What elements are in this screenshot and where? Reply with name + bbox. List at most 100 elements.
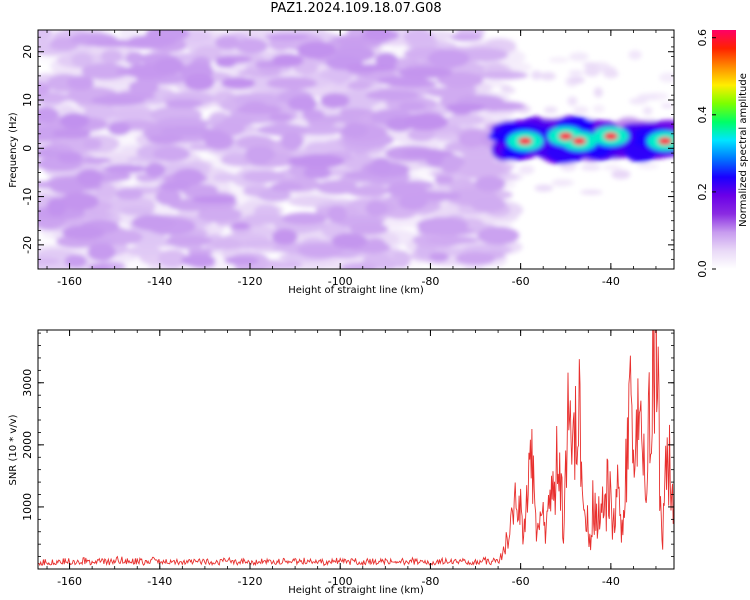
colorbar-tick-label: 0.6: [696, 29, 709, 47]
colorbar-tick-label: 0.0: [696, 260, 709, 278]
spectrogram-cell: [85, 39, 137, 48]
spectrogram-cell: [365, 89, 419, 101]
spectrogram-cell: [346, 80, 371, 91]
snr-x-tick-label: -60: [512, 575, 530, 588]
spectrogram-cell: [127, 34, 177, 48]
spectrogram-cell: [154, 57, 185, 75]
spectrogram-cell: [145, 162, 166, 178]
spectrogram-cell: [38, 257, 60, 265]
colorbar-label: Normalized spectral amplitude: [738, 73, 749, 227]
spectrogram-cell: [83, 137, 102, 151]
spectrogram-cell: [642, 107, 653, 115]
spectrogram-x-tick-label: -100: [328, 275, 353, 288]
snr-x-tick-label: -80: [421, 575, 439, 588]
spectrogram-cell: [67, 75, 95, 91]
spectrogram-cell: [166, 235, 213, 246]
spectrogram-cells: [38, 30, 674, 269]
spectrogram-cell: [296, 41, 337, 60]
spectrogram-cell: [582, 62, 600, 68]
spectrogram-cell: [401, 149, 453, 158]
spectrogram-y-tick-label: 0: [21, 145, 34, 152]
spectrogram-cell: [376, 220, 413, 228]
spectrogram-cell: [270, 182, 303, 192]
spectrogram-cell: [287, 95, 318, 112]
spectrogram-cell: [271, 261, 303, 269]
spectrogram-cell: [427, 49, 470, 68]
spectrogram-cell: [280, 132, 304, 151]
spectrogram-cell: [59, 113, 90, 129]
spectrogram-cell: [52, 128, 91, 139]
spectrogram-cell: [113, 172, 132, 181]
spectrogram-cell: [242, 213, 289, 225]
spectrogram-cell: [518, 165, 535, 175]
colorbar-ticks: 0.0 0.2 0.4 0.6: [696, 29, 716, 278]
spectrogram-cell: [38, 106, 59, 123]
spectrogram-cell: [38, 30, 53, 42]
spectrogram-cell: [342, 122, 368, 138]
spectrogram-cell: [407, 127, 436, 142]
spectrogram-cell: [540, 71, 556, 81]
spectrogram-cell: [38, 82, 51, 95]
spectrogram-x-tick-label: -120: [238, 275, 263, 288]
snr-x-tick-label: -100: [328, 575, 353, 588]
spectrogram-cell: [266, 76, 318, 90]
spectrogram-cell: [398, 194, 428, 210]
spectrogram-cell: [159, 181, 191, 191]
spectrogram-cell: [231, 222, 250, 230]
spectrogram-x-tick-label: -160: [57, 275, 82, 288]
spectrogram-cell: [213, 172, 238, 183]
snr-y-tick-label: 1000: [21, 493, 34, 521]
spectrogram-cell: [637, 163, 659, 170]
spectrogram-cell: [101, 151, 146, 158]
spectrogram-cell: [215, 35, 240, 50]
spectrogram-x-axis-label: Height of straight line (km): [288, 285, 424, 296]
spectrogram-cell: [201, 129, 228, 144]
spectrogram-cell: [398, 101, 427, 112]
spectrogram-cell: [558, 132, 573, 141]
spectrogram-cell: [629, 97, 648, 105]
spectrogram-cell: [239, 239, 283, 248]
spectrogram-cell: [403, 113, 449, 131]
spectrogram-cell: [76, 169, 103, 187]
spectrogram-cell: [235, 135, 275, 150]
snr-x-tick-label: -140: [147, 575, 172, 588]
spectrogram-cell: [603, 69, 619, 79]
spectrogram-cell: [551, 179, 572, 187]
spectrogram-cell: [500, 84, 512, 93]
spectrogram-cell: [331, 233, 368, 249]
spectrogram-cell: [184, 73, 215, 91]
spectrogram-cell: [375, 52, 398, 68]
spectrogram-cell: [236, 104, 283, 115]
spectrogram-cell: [271, 228, 298, 245]
snr-y-axis-label: SNR (10 * v/v): [8, 414, 19, 485]
spectrogram-cell: [425, 236, 479, 245]
spectrogram-cell: [544, 106, 558, 114]
spectrogram-cell: [297, 242, 344, 259]
spectrogram-cell: [450, 32, 483, 42]
spectrogram-cell: [568, 70, 584, 76]
spectrogram-cell: [181, 254, 216, 267]
spectrogram-cell: [103, 164, 148, 174]
spectrogram-cell: [100, 49, 123, 64]
spectrogram-cell: [548, 57, 569, 63]
snr-x-tick-label: -40: [602, 575, 620, 588]
spectrogram-y-tick-label: 10: [21, 93, 34, 107]
spectrogram-cell: [365, 200, 388, 217]
snr-y-tick-label: 3000: [21, 369, 34, 397]
spectrogram-cell: [191, 195, 237, 204]
colorbar-tick-label: 0.4: [696, 106, 709, 124]
spectrogram-cell: [126, 245, 162, 257]
spectrogram-cell: [164, 99, 204, 109]
spectrogram-cell: [345, 64, 398, 72]
spectrogram-cell: [476, 70, 529, 80]
spectrogram-cell: [592, 104, 605, 113]
spectrogram-cell: [398, 66, 453, 79]
spectrogram-cell: [38, 93, 74, 103]
spectrogram-cell: [477, 226, 520, 245]
spectrogram-cell: [242, 170, 287, 184]
spectrogram-cell: [661, 103, 674, 109]
spectrogram-cell: [303, 166, 331, 180]
spectrogram-y-tick-label: 20: [21, 45, 34, 59]
